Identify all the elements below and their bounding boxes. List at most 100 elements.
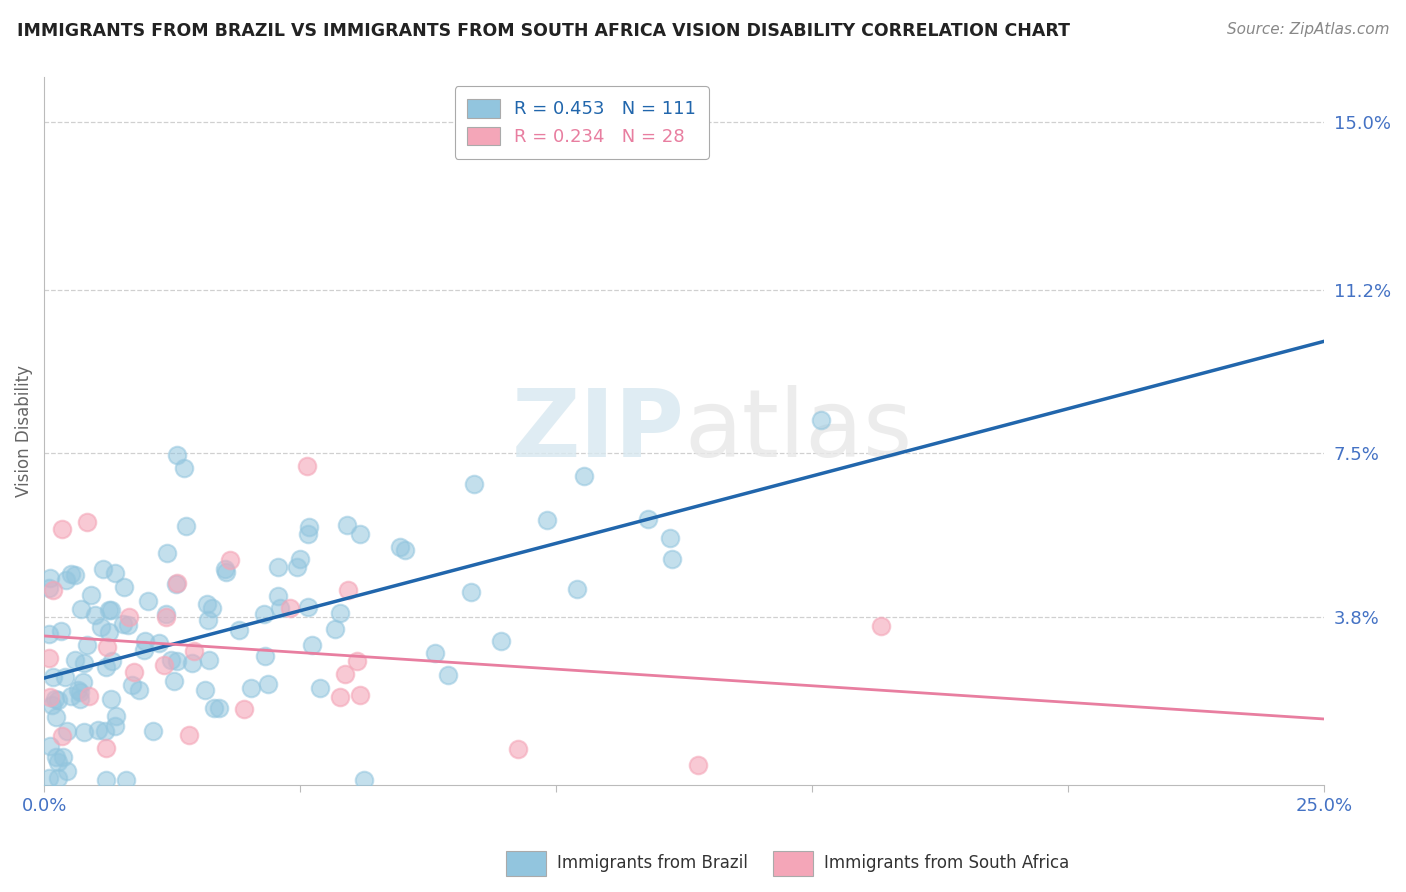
Text: atlas: atlas: [685, 385, 912, 477]
Point: [38, 650, 60, 665]
Point: [239, 681, 262, 695]
Point: [41, 698, 63, 712]
Point: [166, 449, 188, 463]
Point: [202, 701, 225, 715]
Point: [198, 653, 221, 667]
Point: [134, 634, 156, 648]
Point: [870, 619, 893, 633]
Point: [118, 609, 141, 624]
Point: [269, 601, 291, 615]
Point: [155, 610, 177, 624]
Point: [128, 683, 150, 698]
Point: [60, 566, 83, 581]
Point: [41, 582, 63, 597]
Point: [810, 413, 832, 427]
Point: [218, 553, 240, 567]
Point: [60, 689, 83, 703]
Point: [100, 602, 122, 616]
Point: [48, 693, 70, 707]
Point: [183, 644, 205, 658]
Point: [155, 607, 177, 621]
Point: [425, 646, 447, 660]
Point: [87, 723, 110, 737]
Y-axis label: Vision Disability: Vision Disability: [15, 365, 32, 497]
Point: [166, 654, 188, 668]
Point: [659, 531, 682, 545]
Point: [56, 764, 79, 779]
Point: [84, 608, 107, 623]
Point: [353, 773, 375, 788]
Point: [336, 517, 359, 532]
Point: [41, 670, 63, 684]
Point: [76, 515, 98, 529]
Point: [197, 613, 219, 627]
Legend: R = 0.453   N = 111, R = 0.234   N = 28: R = 0.453 N = 111, R = 0.234 N = 28: [454, 87, 709, 159]
Point: [136, 594, 159, 608]
Point: [329, 690, 352, 704]
Point: [572, 469, 595, 483]
Point: [38, 690, 60, 705]
Point: [214, 562, 236, 576]
Point: [39, 571, 62, 585]
Point: [297, 600, 319, 615]
Point: [98, 625, 121, 640]
Point: [104, 719, 127, 733]
Point: [38, 739, 60, 754]
Point: [77, 689, 100, 703]
Point: [96, 640, 118, 654]
Point: [174, 519, 197, 533]
Point: [94, 659, 117, 673]
Point: [46, 756, 69, 770]
Point: [153, 658, 176, 673]
Point: [51, 749, 73, 764]
Point: [104, 566, 127, 581]
Point: [253, 607, 276, 621]
Point: [100, 654, 122, 668]
Point: [55, 573, 77, 587]
Point: [56, 723, 79, 738]
Point: [100, 692, 122, 706]
Point: [124, 665, 146, 680]
Point: [38, 627, 60, 641]
Point: [201, 600, 224, 615]
Point: [121, 678, 143, 692]
Text: IMMIGRANTS FROM BRAZIL VS IMMIGRANTS FROM SOUTH AFRICA VISION DISABILITY CORRELA: IMMIGRANTS FROM BRAZIL VS IMMIGRANTS FRO…: [17, 22, 1070, 40]
Point: [298, 520, 321, 534]
Point: [72, 674, 94, 689]
Point: [94, 773, 117, 788]
Point: [166, 575, 188, 590]
Point: [142, 723, 165, 738]
Point: [117, 617, 139, 632]
Text: Immigrants from South Africa: Immigrants from South Africa: [824, 855, 1069, 872]
Point: [148, 636, 170, 650]
Point: [73, 724, 96, 739]
Point: [308, 681, 330, 695]
Point: [195, 598, 218, 612]
Point: [506, 741, 529, 756]
Point: [661, 552, 683, 566]
Point: [38, 581, 60, 595]
Point: [180, 656, 202, 670]
Point: [349, 527, 371, 541]
Point: [162, 673, 184, 688]
Point: [329, 606, 352, 620]
Point: [336, 583, 359, 598]
Point: [278, 601, 301, 615]
Text: Source: ZipAtlas.com: Source: ZipAtlas.com: [1226, 22, 1389, 37]
Point: [94, 724, 117, 739]
Point: [389, 540, 412, 554]
Point: [69, 692, 91, 706]
Point: [105, 709, 128, 723]
Point: [79, 587, 101, 601]
Point: [253, 648, 276, 663]
Point: [44, 691, 66, 706]
Point: [285, 560, 308, 574]
Point: [323, 622, 346, 636]
Point: [257, 676, 280, 690]
Point: [489, 634, 512, 648]
Point: [436, 668, 458, 682]
Point: [290, 552, 312, 566]
Point: [460, 585, 482, 599]
Point: [90, 620, 112, 634]
Point: [112, 617, 135, 632]
